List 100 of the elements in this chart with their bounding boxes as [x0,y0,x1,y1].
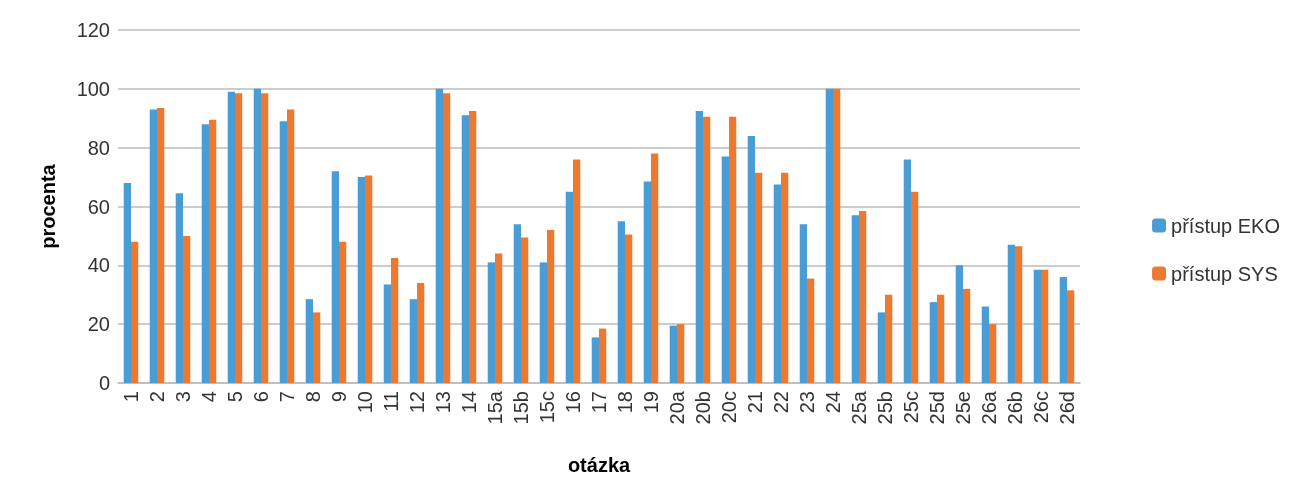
x-tick-label: 18 [614,391,636,414]
x-tick-label: 20b [692,391,714,425]
bar [851,215,859,383]
x-tick-label: 15c [536,391,558,424]
bar [183,235,191,383]
x-tick-label: 25b [874,391,896,425]
bar [755,172,763,383]
bar [677,324,685,383]
bar [643,181,651,383]
bar [903,159,911,383]
x-tick-label: 11 [380,391,402,412]
x-tick-label: 24 [822,391,844,414]
x-tick-label: 25d [926,391,948,425]
bar [495,253,503,383]
bar [981,306,989,383]
bar [877,312,885,383]
legend-label: přístup SYS [1171,262,1278,285]
y-tick-label: 0 [98,372,110,394]
bar [547,230,555,383]
bar [461,115,469,383]
bar [703,116,711,383]
bar [383,284,391,383]
x-tick-label: 23 [796,391,818,414]
bar [1041,269,1049,383]
bar [911,191,919,383]
x-tick-label: 1 [120,391,142,403]
bar [955,265,963,383]
bar [825,88,833,383]
bar [123,182,131,383]
x-tick-label: 5 [224,391,246,403]
bar [963,288,971,383]
bar [443,93,451,383]
bar [253,88,261,383]
y-tick-label: 60 [87,195,110,218]
x-tick-label: 13 [432,391,454,414]
bar [573,159,581,383]
x-tick-label: 25e [952,391,974,425]
bar [157,107,165,383]
x-tick-label: 8 [302,391,324,403]
bar [1015,246,1023,383]
x-tick-label: 19 [640,391,662,414]
x-tick-label: 20a [666,390,688,425]
bar [287,109,295,383]
bar [781,172,789,383]
bar [149,109,157,383]
x-tick-label: 15b [510,391,532,425]
bar [651,153,659,383]
x-tick-label: 10 [354,391,376,414]
bar [591,337,599,383]
bar [261,93,269,383]
bar [209,119,217,383]
bar [331,171,339,383]
x-tick-label: 17 [588,391,610,414]
bar [885,294,893,383]
x-tick-label: 21 [744,391,766,414]
x-tick-label: 15a [484,390,506,425]
x-tick-label: 2 [146,391,168,403]
x-tick-label: 4 [198,391,220,403]
bar [391,257,399,383]
bar [305,299,313,383]
bar [279,121,287,383]
bar [539,262,547,383]
bar [435,88,443,383]
bar [357,177,365,383]
bar [487,262,495,383]
bar [131,241,139,383]
x-tick-label: 7 [276,391,298,403]
bar [565,191,573,383]
x-tick-label: 25a [848,390,870,425]
bar [1033,269,1041,383]
bar [175,193,183,383]
bar [513,224,521,383]
bar [313,312,321,383]
x-tick-label: 14 [458,391,480,414]
x-tick-label: 22 [770,391,792,414]
bar [235,93,243,383]
y-tick-label: 40 [87,254,110,277]
x-axis-title: otázka [567,454,631,476]
bar [469,110,477,383]
bar [365,175,373,383]
bar [729,116,737,383]
x-tick-label: 26b [1004,391,1026,425]
bar [625,234,633,383]
bar [1067,290,1075,383]
bar [227,91,235,383]
bar [417,282,425,383]
x-tick-label: 26c [1030,391,1052,424]
bar [1059,277,1067,383]
x-tick-label: 25c [900,391,922,424]
x-tick-label: 9 [328,391,350,403]
bar [409,299,417,383]
bar [695,110,703,383]
x-tick-label: 6 [250,391,272,403]
x-tick-label: 12 [406,391,428,414]
bar [937,294,945,383]
bar [929,302,937,383]
bar [669,325,677,383]
bar [859,210,867,383]
x-tick-label: 16 [562,391,584,414]
legend-label: přístup EKO [1171,214,1280,237]
